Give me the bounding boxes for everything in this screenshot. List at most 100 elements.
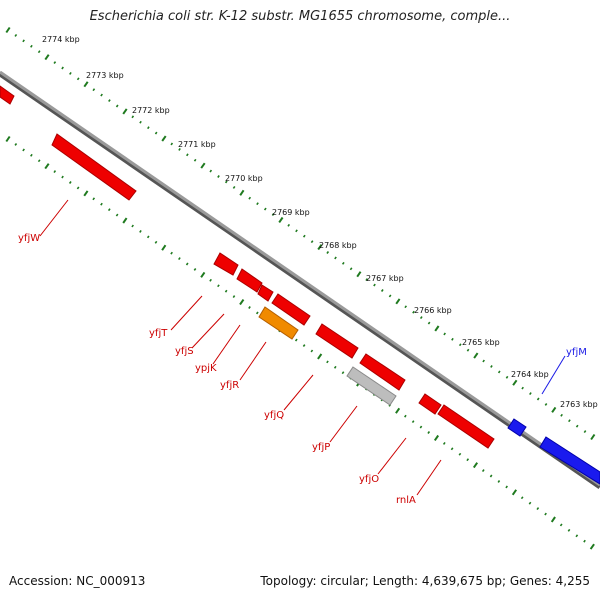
gene-feature-rnlA[interactable] (437, 404, 495, 449)
major-tick (395, 407, 401, 414)
gene-label-rnlA[interactable]: rnlA (396, 495, 416, 506)
minor-tick (520, 496, 524, 500)
major-tick (239, 299, 245, 306)
major-tick (473, 352, 479, 359)
gene-label-ypjK[interactable]: ypjK (195, 363, 217, 374)
gene-feature-pseudo[interactable] (346, 366, 397, 406)
minor-tick (115, 213, 119, 217)
minor-tick (232, 295, 236, 299)
minor-tick (536, 507, 540, 511)
minor-tick (14, 33, 18, 37)
gene-feature-yfjQ[interactable] (315, 323, 359, 359)
minor-tick (92, 88, 96, 92)
major-tick (83, 81, 89, 88)
gene-feature-yfjS[interactable] (236, 268, 263, 293)
minor-tick (427, 431, 431, 434)
minor-tick (388, 294, 392, 298)
gene-label-yfjR[interactable]: yfjR (220, 380, 239, 391)
minor-tick (466, 348, 470, 352)
gene-feature-yfjW[interactable] (51, 133, 137, 201)
minor-tick (341, 261, 345, 265)
minor-tick (53, 61, 57, 64)
major-tick (83, 190, 89, 197)
minor-tick (108, 99, 111, 102)
major-tick (317, 353, 323, 360)
minor-tick (69, 71, 72, 75)
scale-label: 2774 kbp (42, 35, 80, 44)
minor-tick (178, 147, 181, 151)
minor-tick (419, 316, 423, 320)
minor-tick (442, 441, 446, 445)
gene-label-yfjP[interactable]: yfjP (312, 442, 330, 453)
minor-tick (271, 213, 275, 216)
minor-tick (30, 153, 33, 157)
minor-tick (37, 159, 41, 163)
minor-tick (481, 469, 485, 473)
minor-tick (224, 289, 228, 293)
major-tick (122, 108, 128, 115)
minor-tick (505, 375, 509, 379)
minor-tick (170, 142, 174, 146)
minor-tick (536, 397, 540, 401)
major-tick (512, 379, 518, 386)
gene-label-yfjW[interactable]: yfjW (18, 233, 40, 244)
major-tick (44, 54, 50, 61)
major-tick (317, 244, 323, 251)
gene-feature[interactable] (0, 85, 15, 105)
minor-tick (224, 180, 228, 184)
major-tick (590, 433, 596, 441)
minor-tick (154, 240, 158, 244)
major-tick (511, 489, 518, 496)
minor-tick (568, 419, 571, 423)
minor-tick (458, 452, 462, 456)
minor-tick (583, 430, 587, 434)
gene-label-yfjS[interactable]: yfjS (175, 346, 194, 357)
minor-tick (302, 234, 306, 238)
minor-tick (404, 414, 407, 418)
minor-tick (544, 512, 547, 516)
minor-tick (567, 528, 571, 532)
minor-tick (451, 337, 454, 341)
gene-label-yfjQ[interactable]: yfjQ (264, 410, 284, 421)
minor-tick (295, 229, 298, 233)
minor-tick (255, 311, 259, 315)
gene-label-yfjT[interactable]: yfjT (149, 328, 168, 339)
gene-feature-yfjM-small[interactable] (507, 418, 527, 437)
scale-label: 2769 kbp (272, 208, 310, 217)
minor-tick (154, 131, 158, 135)
minor-tick (131, 224, 134, 228)
accession-text: Accession: NC_000913 (9, 574, 146, 588)
minor-tick (22, 148, 25, 152)
minor-tick (232, 185, 236, 189)
gene-feature-ypjK[interactable] (257, 284, 274, 302)
minor-tick (497, 480, 501, 483)
major-tick (472, 462, 479, 469)
major-tick (161, 244, 167, 251)
minor-tick (61, 175, 64, 179)
minor-tick (115, 104, 119, 108)
summary-text: Topology: circular; Length: 4,639,675 bp… (260, 574, 590, 588)
gene-feature-yfjP[interactable] (359, 353, 406, 391)
minor-tick (490, 365, 493, 368)
major-tick (5, 26, 11, 34)
gene-label-yfjM[interactable]: yfjM (566, 347, 587, 358)
chromosome-backbone (0, 70, 600, 487)
minor-tick (139, 120, 142, 124)
gene-feature-yfjR[interactable] (258, 306, 299, 340)
minor-tick (489, 474, 493, 478)
minor-tick (583, 539, 586, 543)
minor-tick (209, 278, 212, 282)
minor-tick (466, 458, 470, 462)
gene-feature-yfjM[interactable] (539, 436, 600, 485)
gene-feature-yfjO[interactable] (418, 393, 442, 415)
gene-feature-yfjR-main[interactable] (271, 293, 311, 326)
minor-tick (256, 202, 259, 206)
minor-tick (310, 240, 314, 244)
minor-tick (310, 349, 314, 353)
major-tick (239, 189, 245, 196)
gene-label-yfjO[interactable]: yfjO (359, 474, 379, 485)
minor-tick (100, 202, 103, 206)
gene-feature-yfjT[interactable] (213, 252, 239, 276)
minor-tick (14, 143, 18, 146)
minor-tick (427, 321, 431, 325)
